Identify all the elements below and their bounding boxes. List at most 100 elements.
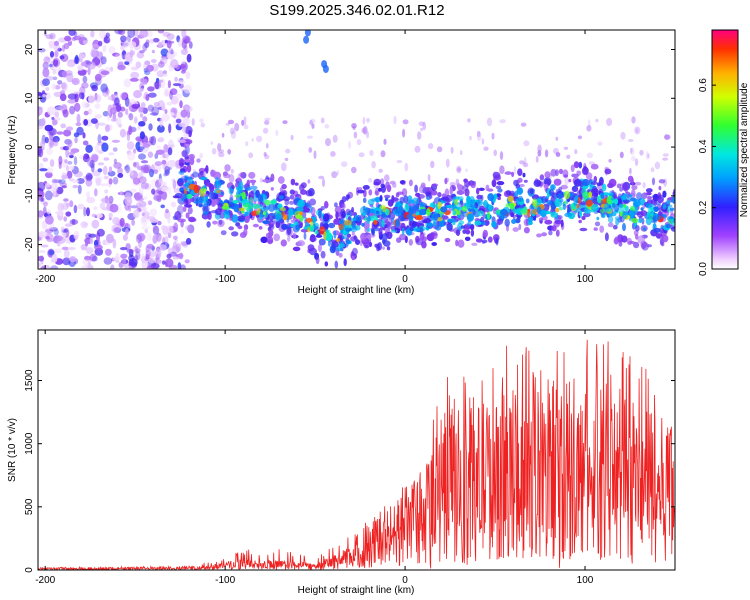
ridge-blob — [537, 206, 542, 215]
noise-blob — [142, 116, 148, 123]
ridge-blob — [415, 214, 423, 221]
noise-blob — [77, 184, 82, 195]
ridge-blob — [318, 243, 322, 253]
noise-blob — [146, 64, 154, 72]
noise-blob — [154, 80, 160, 90]
noise-blob — [45, 215, 54, 225]
ridge-blob — [412, 227, 421, 232]
noise-blob — [83, 206, 87, 217]
ridge-blob — [343, 258, 347, 267]
noise-blob — [149, 208, 157, 217]
noise-blob — [153, 189, 162, 199]
snr-x-label: Height of straight line (km) — [298, 585, 415, 596]
ridge-blob — [409, 219, 415, 228]
ridge-blob — [649, 214, 654, 221]
ridge-blob — [651, 177, 656, 186]
faint-blob — [331, 171, 338, 179]
ridge-blob — [495, 237, 499, 246]
noise-blob — [82, 75, 88, 83]
ridge-blob — [210, 198, 216, 208]
faint-blob — [280, 162, 287, 172]
noise-blob — [162, 31, 171, 37]
noise-blob — [167, 159, 177, 168]
noise-blob — [161, 103, 166, 112]
ridge-blob — [334, 260, 339, 269]
faint-blob — [634, 126, 641, 135]
noise-blob — [120, 35, 127, 43]
noise-blob — [57, 47, 62, 52]
y-tick-label: 1500 — [24, 369, 35, 392]
noise-blob — [120, 45, 125, 51]
noise-blob — [61, 174, 69, 180]
noise-blob — [73, 56, 80, 65]
y-tick-label: 20 — [24, 44, 35, 56]
ridge-blob — [457, 239, 465, 248]
noise-blob — [161, 159, 167, 165]
noise-blob — [147, 200, 153, 206]
ridge-blob — [614, 216, 621, 220]
ridge-blob — [351, 206, 355, 213]
faint-blob — [420, 127, 424, 132]
ridge-blob — [323, 231, 327, 241]
ridge-blob — [201, 205, 210, 212]
noise-blob — [151, 188, 156, 195]
noise-blob — [151, 49, 155, 54]
noise-blob — [172, 195, 180, 199]
noise-blob — [94, 103, 101, 109]
noise-blob — [140, 102, 146, 108]
ridge-blob — [366, 227, 371, 232]
faint-blob — [369, 150, 374, 156]
noise-blob — [100, 70, 110, 76]
ridge-blob — [662, 190, 667, 198]
ridge-blob — [214, 180, 222, 189]
noise-blob — [80, 53, 86, 59]
ridge-blob — [633, 199, 641, 208]
noise-blob — [42, 94, 46, 98]
noise-blob — [45, 228, 54, 234]
ridge-blob — [607, 216, 614, 224]
noise-blob — [96, 213, 103, 219]
ridge-blob — [228, 226, 234, 231]
noise-blob — [85, 144, 93, 153]
noise-blob — [128, 113, 134, 121]
noise-blob — [67, 246, 76, 251]
noise-blob — [160, 181, 167, 187]
noise-blob — [129, 77, 139, 82]
noise-blob — [138, 121, 146, 127]
noise-blob — [124, 108, 129, 115]
ridge-blob — [553, 178, 562, 186]
ridge-blob — [351, 231, 355, 236]
ridge-blob — [277, 176, 285, 184]
noise-blob — [141, 212, 145, 217]
faint-blob — [574, 149, 578, 155]
faint-blob — [493, 149, 498, 157]
ridge-blob — [220, 191, 224, 196]
noise-blob — [54, 117, 61, 121]
ridge-blob — [590, 181, 598, 185]
ridge-blob — [270, 212, 276, 217]
ridge-blob — [546, 200, 553, 205]
noise-blob — [125, 166, 132, 173]
spectrogram-frame — [37, 29, 676, 270]
ridge-blob — [554, 198, 560, 207]
noise-blob — [123, 78, 131, 88]
faint-blob — [351, 123, 357, 129]
noise-blob — [112, 238, 117, 249]
ridge-blob — [345, 208, 351, 216]
ridge-blob — [522, 172, 526, 178]
faint-blob — [564, 177, 569, 186]
ridge-blob — [300, 182, 307, 189]
noise-blob — [174, 76, 178, 82]
faint-blob — [597, 141, 603, 146]
noise-blob — [112, 216, 120, 225]
noise-blob — [139, 82, 145, 92]
ridge-blob — [408, 206, 414, 210]
noise-blob — [146, 243, 154, 249]
ridge-blob — [471, 199, 476, 205]
ridge-blob — [250, 185, 258, 190]
noise-blob — [49, 32, 56, 40]
noise-blob — [109, 203, 119, 213]
ridge-blob — [640, 207, 644, 211]
noise-blob — [101, 135, 109, 141]
ridge-blob — [198, 203, 203, 208]
